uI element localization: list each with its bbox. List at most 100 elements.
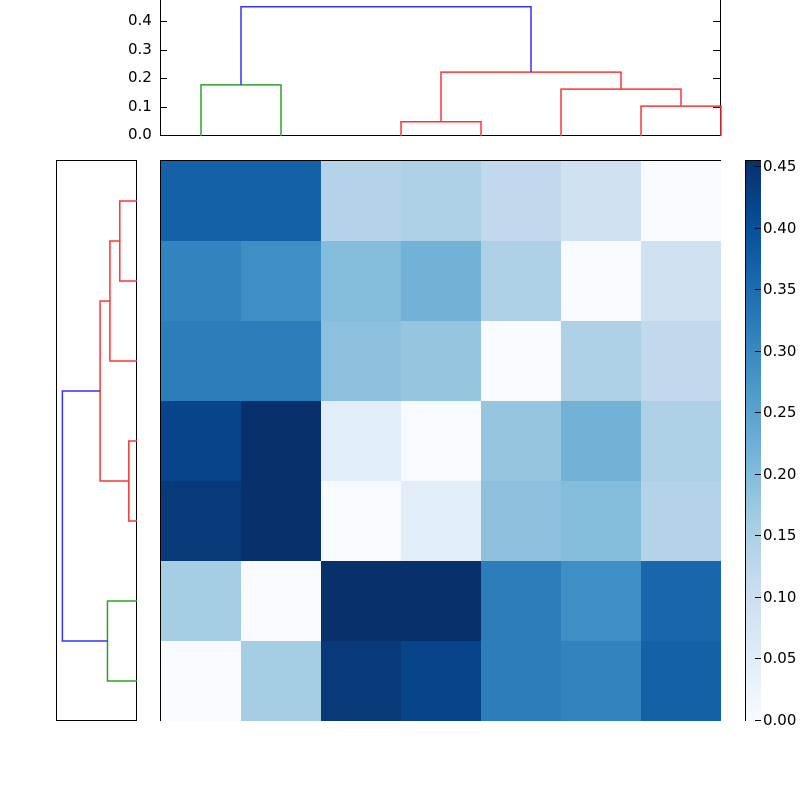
colorbar-tick [755, 473, 761, 475]
colorbar-tick [755, 350, 761, 352]
heatmap-cell [481, 641, 561, 721]
heatmap-cell [321, 401, 401, 481]
heatmap-cell [241, 481, 321, 561]
heatmap-cell [161, 241, 241, 321]
heatmap-cell [161, 321, 241, 401]
heatmap-cell [401, 401, 481, 481]
heatmap-cell [321, 161, 401, 241]
heatmap-cells [161, 161, 721, 721]
heatmap-cell [401, 161, 481, 241]
colorbar-gradient [746, 161, 761, 721]
heatmap-cell [481, 321, 561, 401]
top-dendrogram-tick [713, 106, 720, 108]
heatmap-cell [561, 401, 641, 481]
dendrogram-link [106, 600, 137, 682]
dendrogram-link [128, 440, 137, 522]
top-dendrogram-tick [713, 78, 720, 80]
heatmap-cell [241, 561, 321, 641]
colorbar-tick [755, 596, 761, 598]
dendrogram-link [119, 200, 137, 282]
colorbar-tick-label: 0.20 [763, 464, 797, 483]
heatmap-cell [321, 561, 401, 641]
top-dendrogram-tick [713, 135, 720, 136]
heatmap-cell [481, 401, 561, 481]
colorbar-tick-label: 0.05 [763, 649, 797, 668]
heatmap-cell [561, 161, 641, 241]
left-dendrogram [56, 160, 137, 721]
top-dendrogram-tick [713, 21, 720, 23]
heatmap-cell [161, 481, 241, 561]
colorbar-tick [755, 720, 761, 721]
dendrogram-link [61, 390, 108, 642]
heatmap-cell [641, 241, 721, 321]
heatmap-cell [241, 321, 321, 401]
top-dendrogram-tick [160, 21, 167, 23]
heatmap-cell [401, 481, 481, 561]
colorbar-tick [755, 227, 761, 229]
left-dendrogram-links [61, 200, 137, 682]
heatmap-cell [161, 561, 241, 641]
colorbar [745, 160, 761, 721]
heatmap-cell [641, 641, 721, 721]
heatmap-cell [561, 641, 641, 721]
heatmap-cell [561, 561, 641, 641]
colorbar-tick-label: 0.15 [763, 526, 797, 545]
colorbar-tick [755, 535, 761, 537]
top-dendrogram-tick [713, 49, 720, 51]
colorbar-tick-label: 0.45 [763, 157, 797, 176]
heatmap-cell [561, 241, 641, 321]
heatmap-cell [641, 561, 721, 641]
heatmap-cell [401, 641, 481, 721]
heatmap-cell [481, 161, 561, 241]
heatmap-cell [481, 481, 561, 561]
heatmap-cell [481, 561, 561, 641]
colorbar-tick-label: 0.25 [763, 403, 797, 422]
dendrogram-link [240, 6, 532, 85]
dendrogram-link [640, 105, 722, 136]
top-dendrogram-tick [160, 78, 167, 80]
heatmap-cell [321, 641, 401, 721]
heatmap-cell [401, 321, 481, 401]
heatmap-cell [321, 481, 401, 561]
dendrogram-link [560, 88, 682, 136]
heatmap-cell [161, 401, 241, 481]
heatmap-cell [401, 561, 481, 641]
heatmap-cell [161, 161, 241, 241]
heatmap-cell [401, 241, 481, 321]
colorbar-tick-label: 0.30 [763, 341, 797, 360]
top-dendrogram-tick [160, 106, 167, 108]
top-dendrogram-tick-label: 0.1 [128, 96, 152, 115]
colorbar-tick [755, 658, 761, 660]
heatmap-cell [641, 161, 721, 241]
top-dendrogram-tick-label: 0.2 [128, 68, 152, 87]
dendrogram-link [109, 240, 137, 362]
heatmap-cell [241, 161, 321, 241]
colorbar-tick [755, 289, 761, 291]
top-dendrogram-tick-label: 0.3 [128, 39, 152, 58]
dendrogram-link [400, 121, 482, 136]
heatmap-cell [241, 401, 321, 481]
heatmap-cell [641, 401, 721, 481]
heatmap-cell [561, 481, 641, 561]
dendrogram-link [440, 71, 622, 122]
heatmap-cell [241, 641, 321, 721]
colorbar-tick-label: 0.10 [763, 587, 797, 606]
colorbar-tick [755, 166, 761, 168]
top-dendrogram-tick-label: 0.0 [128, 125, 152, 143]
heatmap-cell [321, 241, 401, 321]
heatmap-cell [321, 321, 401, 401]
heatmap-cell [481, 241, 561, 321]
colorbar-tick-label: 0.40 [763, 218, 797, 237]
colorbar-tick-label: 0.00 [763, 711, 797, 729]
heatmap-cell [641, 481, 721, 561]
top-dendrogram [160, 0, 722, 136]
colorbar-tick [755, 412, 761, 414]
top-dendrogram-tick [160, 135, 167, 136]
heatmap-cell [561, 321, 641, 401]
dendrogram-link [99, 300, 129, 482]
heatmap [160, 160, 721, 721]
heatmap-cell [161, 641, 241, 721]
top-dendrogram-links [200, 6, 722, 136]
heatmap-cell [641, 321, 721, 401]
dendrogram-link [200, 84, 282, 136]
